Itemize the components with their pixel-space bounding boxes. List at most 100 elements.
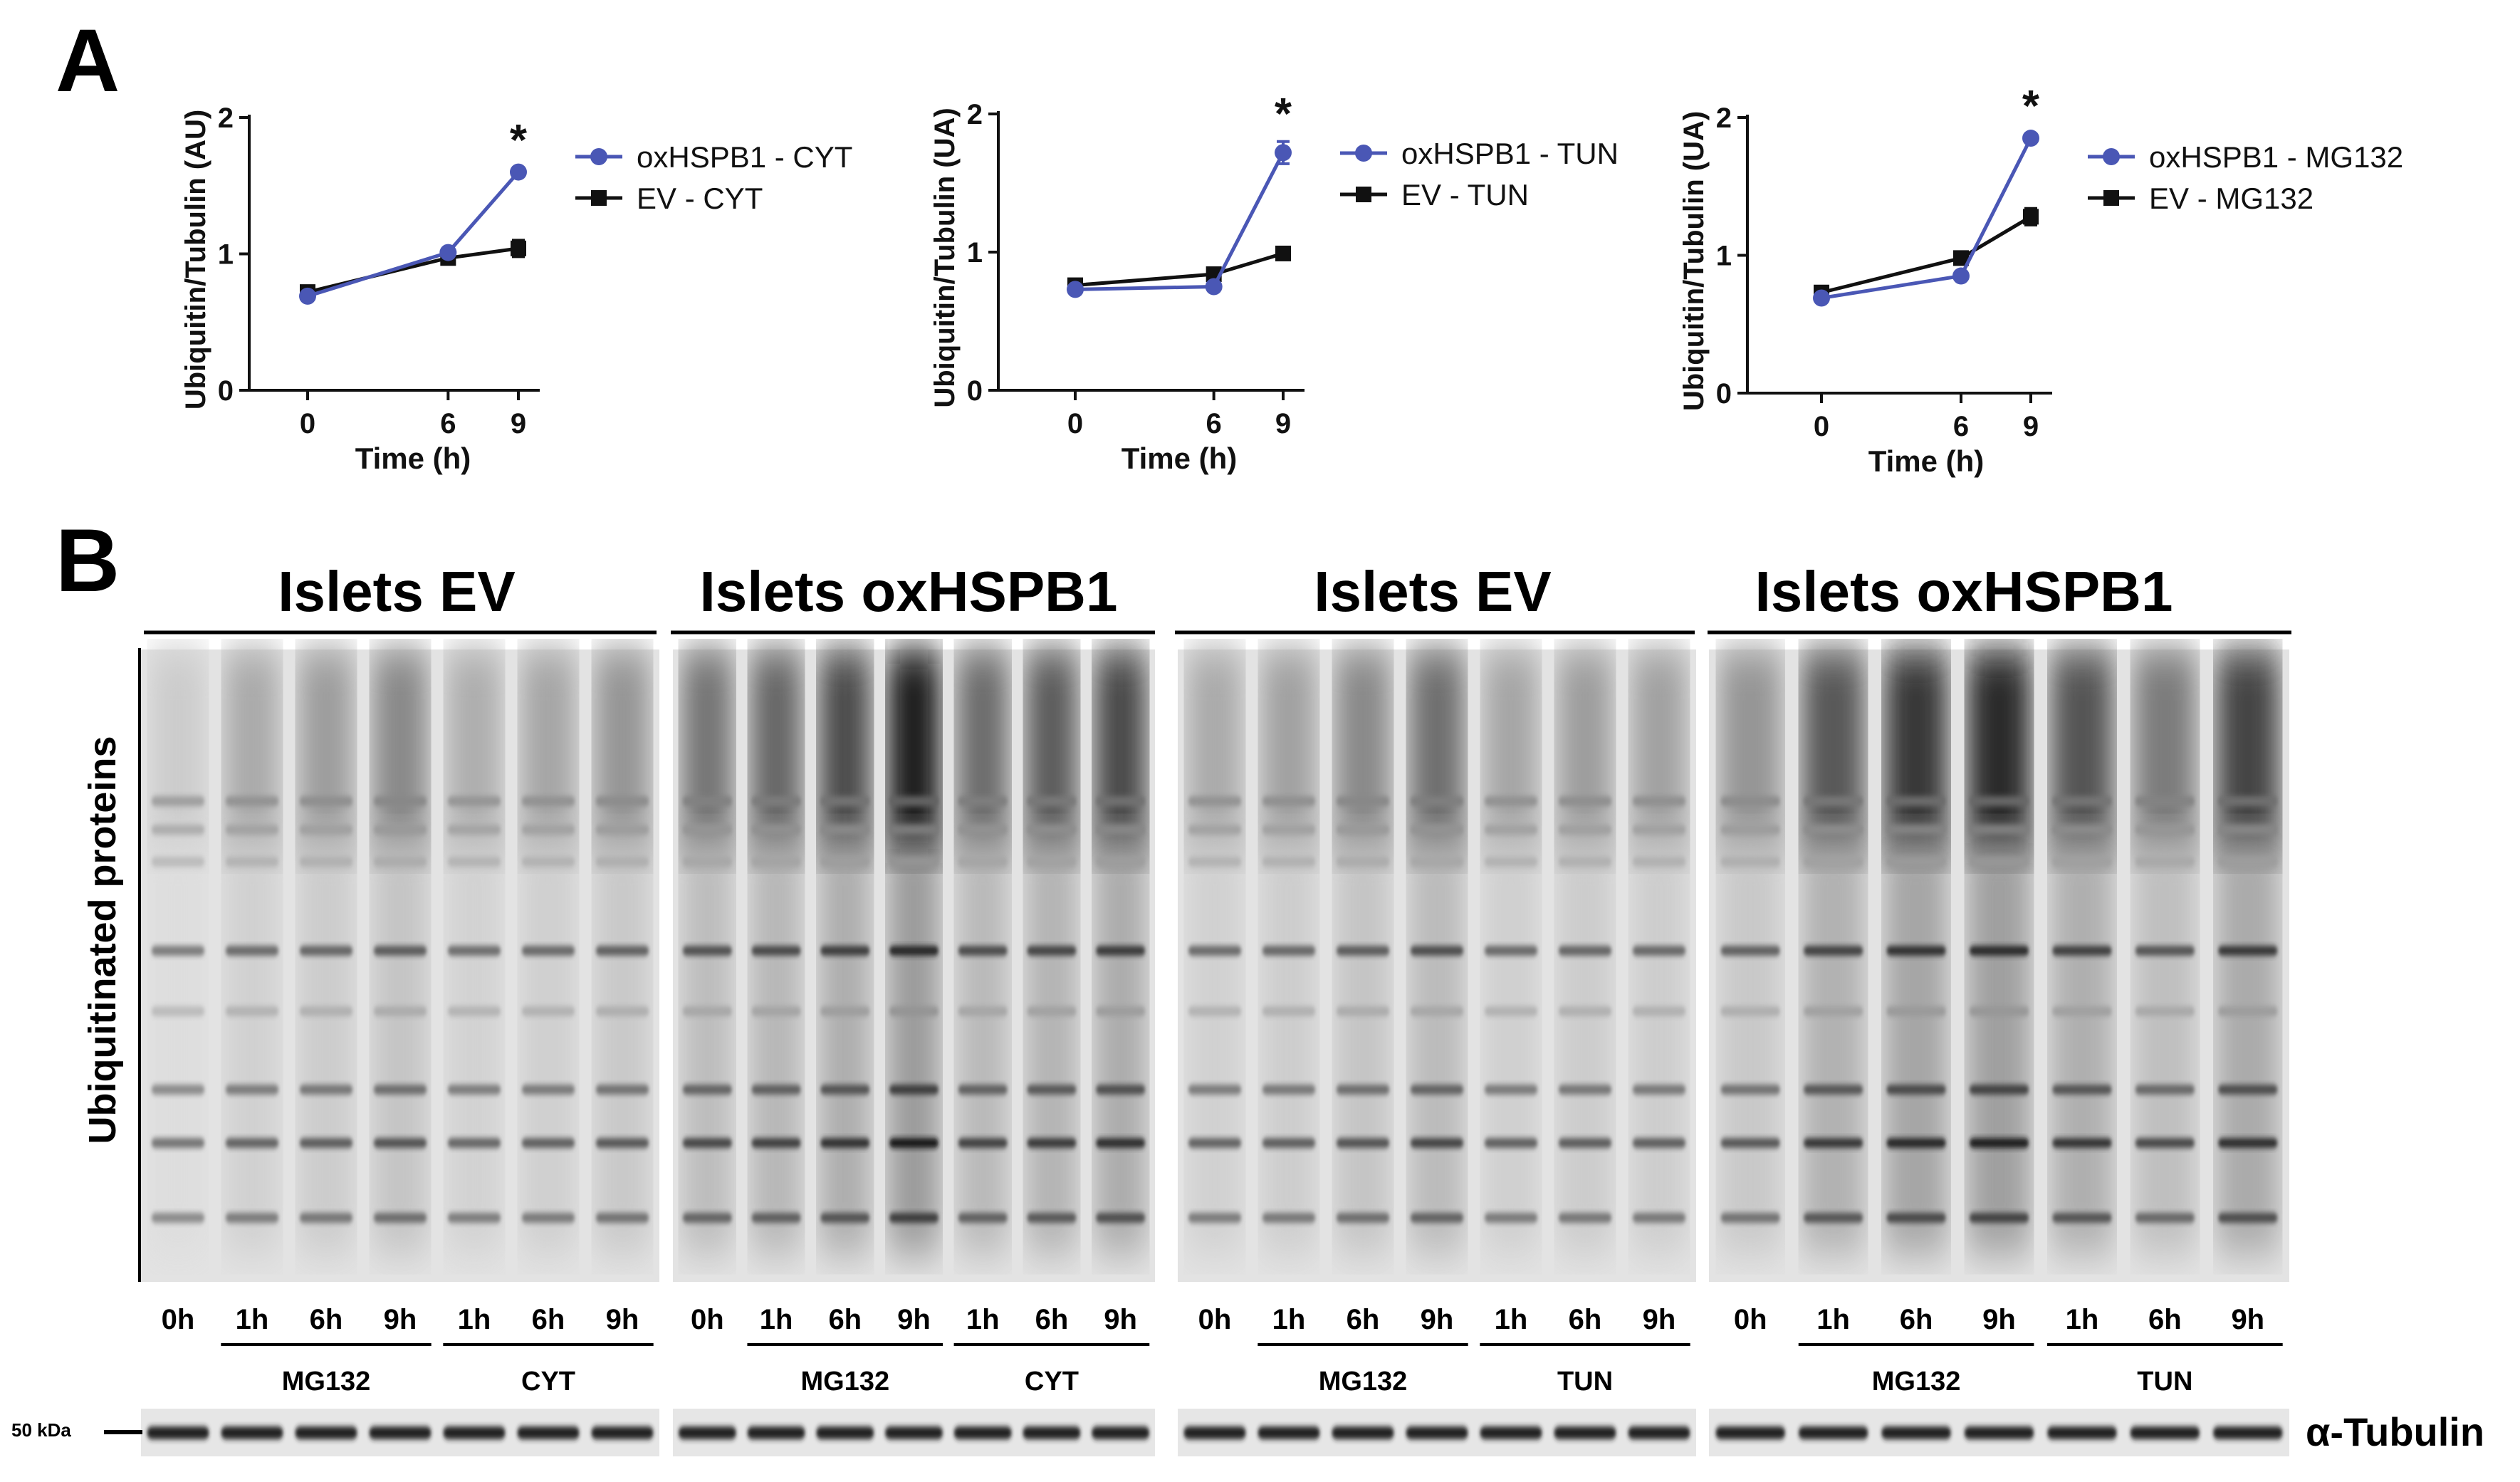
lane-label: 1h <box>1272 1304 1306 1335</box>
protein-band <box>521 1006 575 1016</box>
series-line <box>1075 152 1285 291</box>
lane-smear <box>681 835 734 1253</box>
data-point <box>510 163 527 181</box>
protein-band <box>2135 1085 2195 1095</box>
protein-band <box>820 1213 870 1223</box>
tubulin-band <box>1715 1426 1786 1439</box>
tubulin-band <box>1881 1426 1951 1439</box>
protein-band <box>751 1213 801 1223</box>
protein-band <box>1484 796 1538 806</box>
protein-band <box>151 946 205 956</box>
protein-band <box>1632 857 1686 867</box>
protein-band <box>447 857 501 867</box>
blot-group-title: Islets oxHSPB1 <box>700 560 1118 623</box>
lane-label: 0h <box>691 1304 724 1335</box>
lane-smear <box>1557 835 1614 1253</box>
legend-label: EV - MG132 <box>2149 182 2314 215</box>
protein-band <box>2135 857 2195 867</box>
protein-band <box>1410 1213 1464 1223</box>
x-axis-label: Time (h) <box>1868 444 1985 478</box>
protein-band <box>682 1006 733 1016</box>
lane-label: 1h <box>236 1304 269 1335</box>
tubulin-band <box>953 1426 1012 1439</box>
protein-band <box>958 946 1008 956</box>
protein-band <box>1188 1213 1242 1223</box>
protein-band <box>1632 796 1686 806</box>
protein-band <box>2217 1138 2278 1148</box>
protein-band <box>1558 857 1612 867</box>
tubulin-band <box>369 1426 432 1439</box>
lane-label: 6h <box>828 1304 862 1335</box>
x-tick-label: 6 <box>440 408 456 439</box>
protein-band <box>889 1085 939 1095</box>
protein-band <box>1886 946 1946 956</box>
tubulin-band <box>147 1426 209 1439</box>
protein-band <box>1027 857 1077 867</box>
protein-band <box>595 857 649 867</box>
line-chart-mg132: 0 1 2 0 6 9 Time (h) Ubiquitin/Tubulin (UA) * oxH… <box>1678 82 2403 478</box>
y-axis-label: Ubiquitin/Tubulin (UA) <box>1678 111 1710 411</box>
x-axis-label: Time (h) <box>355 442 471 475</box>
protein-band <box>299 1006 353 1016</box>
protein-band <box>2052 1138 2112 1148</box>
protein-band <box>1558 1138 1612 1148</box>
protein-band <box>1803 825 1863 835</box>
protein-band <box>373 1138 427 1148</box>
protein-band <box>1027 825 1077 835</box>
x-tick-label: 0 <box>1814 411 1829 442</box>
protein-band <box>447 1138 501 1148</box>
series-line <box>307 170 520 298</box>
tubulin-band <box>1964 1426 2034 1439</box>
tubulin-band <box>1406 1426 1468 1439</box>
protein-band <box>820 1006 870 1016</box>
legend-swatch-marker <box>2103 190 2119 206</box>
lane-label: 9h <box>384 1304 417 1335</box>
protein-band <box>1262 825 1316 835</box>
treatment-label: TUN <box>1557 1367 1613 1397</box>
protein-band <box>1886 1213 1946 1223</box>
data-point <box>299 287 316 305</box>
protein-band <box>958 1006 1008 1016</box>
tubulin-band <box>443 1426 506 1439</box>
protein-band <box>2217 1213 2278 1223</box>
protein-band <box>2135 946 2195 956</box>
lane-label: 9h <box>1421 1304 1454 1335</box>
protein-band <box>958 1085 1008 1095</box>
protein-band <box>299 946 353 956</box>
data-point <box>1205 278 1223 296</box>
lane-label: 1h <box>458 1304 491 1335</box>
blot-group-ev-cyt: Islets EV 0h 1h 6h 9h 1h 6h 9h MG132 CYT <box>138 560 659 1456</box>
lane-smear <box>298 835 355 1253</box>
protein-band <box>1803 1006 1863 1016</box>
blot-group-title: Islets oxHSPB1 <box>1755 560 2173 623</box>
protein-band <box>1188 857 1242 867</box>
protein-band <box>299 796 353 806</box>
protein-band <box>1803 796 1863 806</box>
tubulin-band <box>2212 1426 2283 1439</box>
protein-band <box>958 1138 1008 1148</box>
protein-band <box>1336 1085 1390 1095</box>
tubulin-band <box>1554 1426 1616 1439</box>
protein-band <box>1558 946 1612 956</box>
legend-swatch-marker <box>1355 145 1372 162</box>
lane-smear <box>446 835 503 1253</box>
lane-smear <box>1802 835 1865 1253</box>
protein-band <box>225 1213 279 1223</box>
protein-band <box>225 1138 279 1148</box>
protein-band <box>1262 1213 1316 1223</box>
protein-band <box>1803 1138 1863 1148</box>
protein-band <box>2217 1085 2278 1095</box>
panel-a-letter: A <box>56 11 120 110</box>
lane-smear <box>750 835 802 1253</box>
protein-band <box>1027 1085 1077 1095</box>
protein-band <box>151 1006 205 1016</box>
protein-band <box>1720 1138 1781 1148</box>
protein-band <box>2052 946 2112 956</box>
tubulin-band <box>2130 1426 2200 1439</box>
treatment-label: CYT <box>521 1367 575 1397</box>
protein-band <box>1410 796 1464 806</box>
lane-label: 0h <box>1198 1304 1232 1335</box>
protein-band <box>1410 1085 1464 1095</box>
x-tick-label: 0 <box>1067 408 1083 439</box>
